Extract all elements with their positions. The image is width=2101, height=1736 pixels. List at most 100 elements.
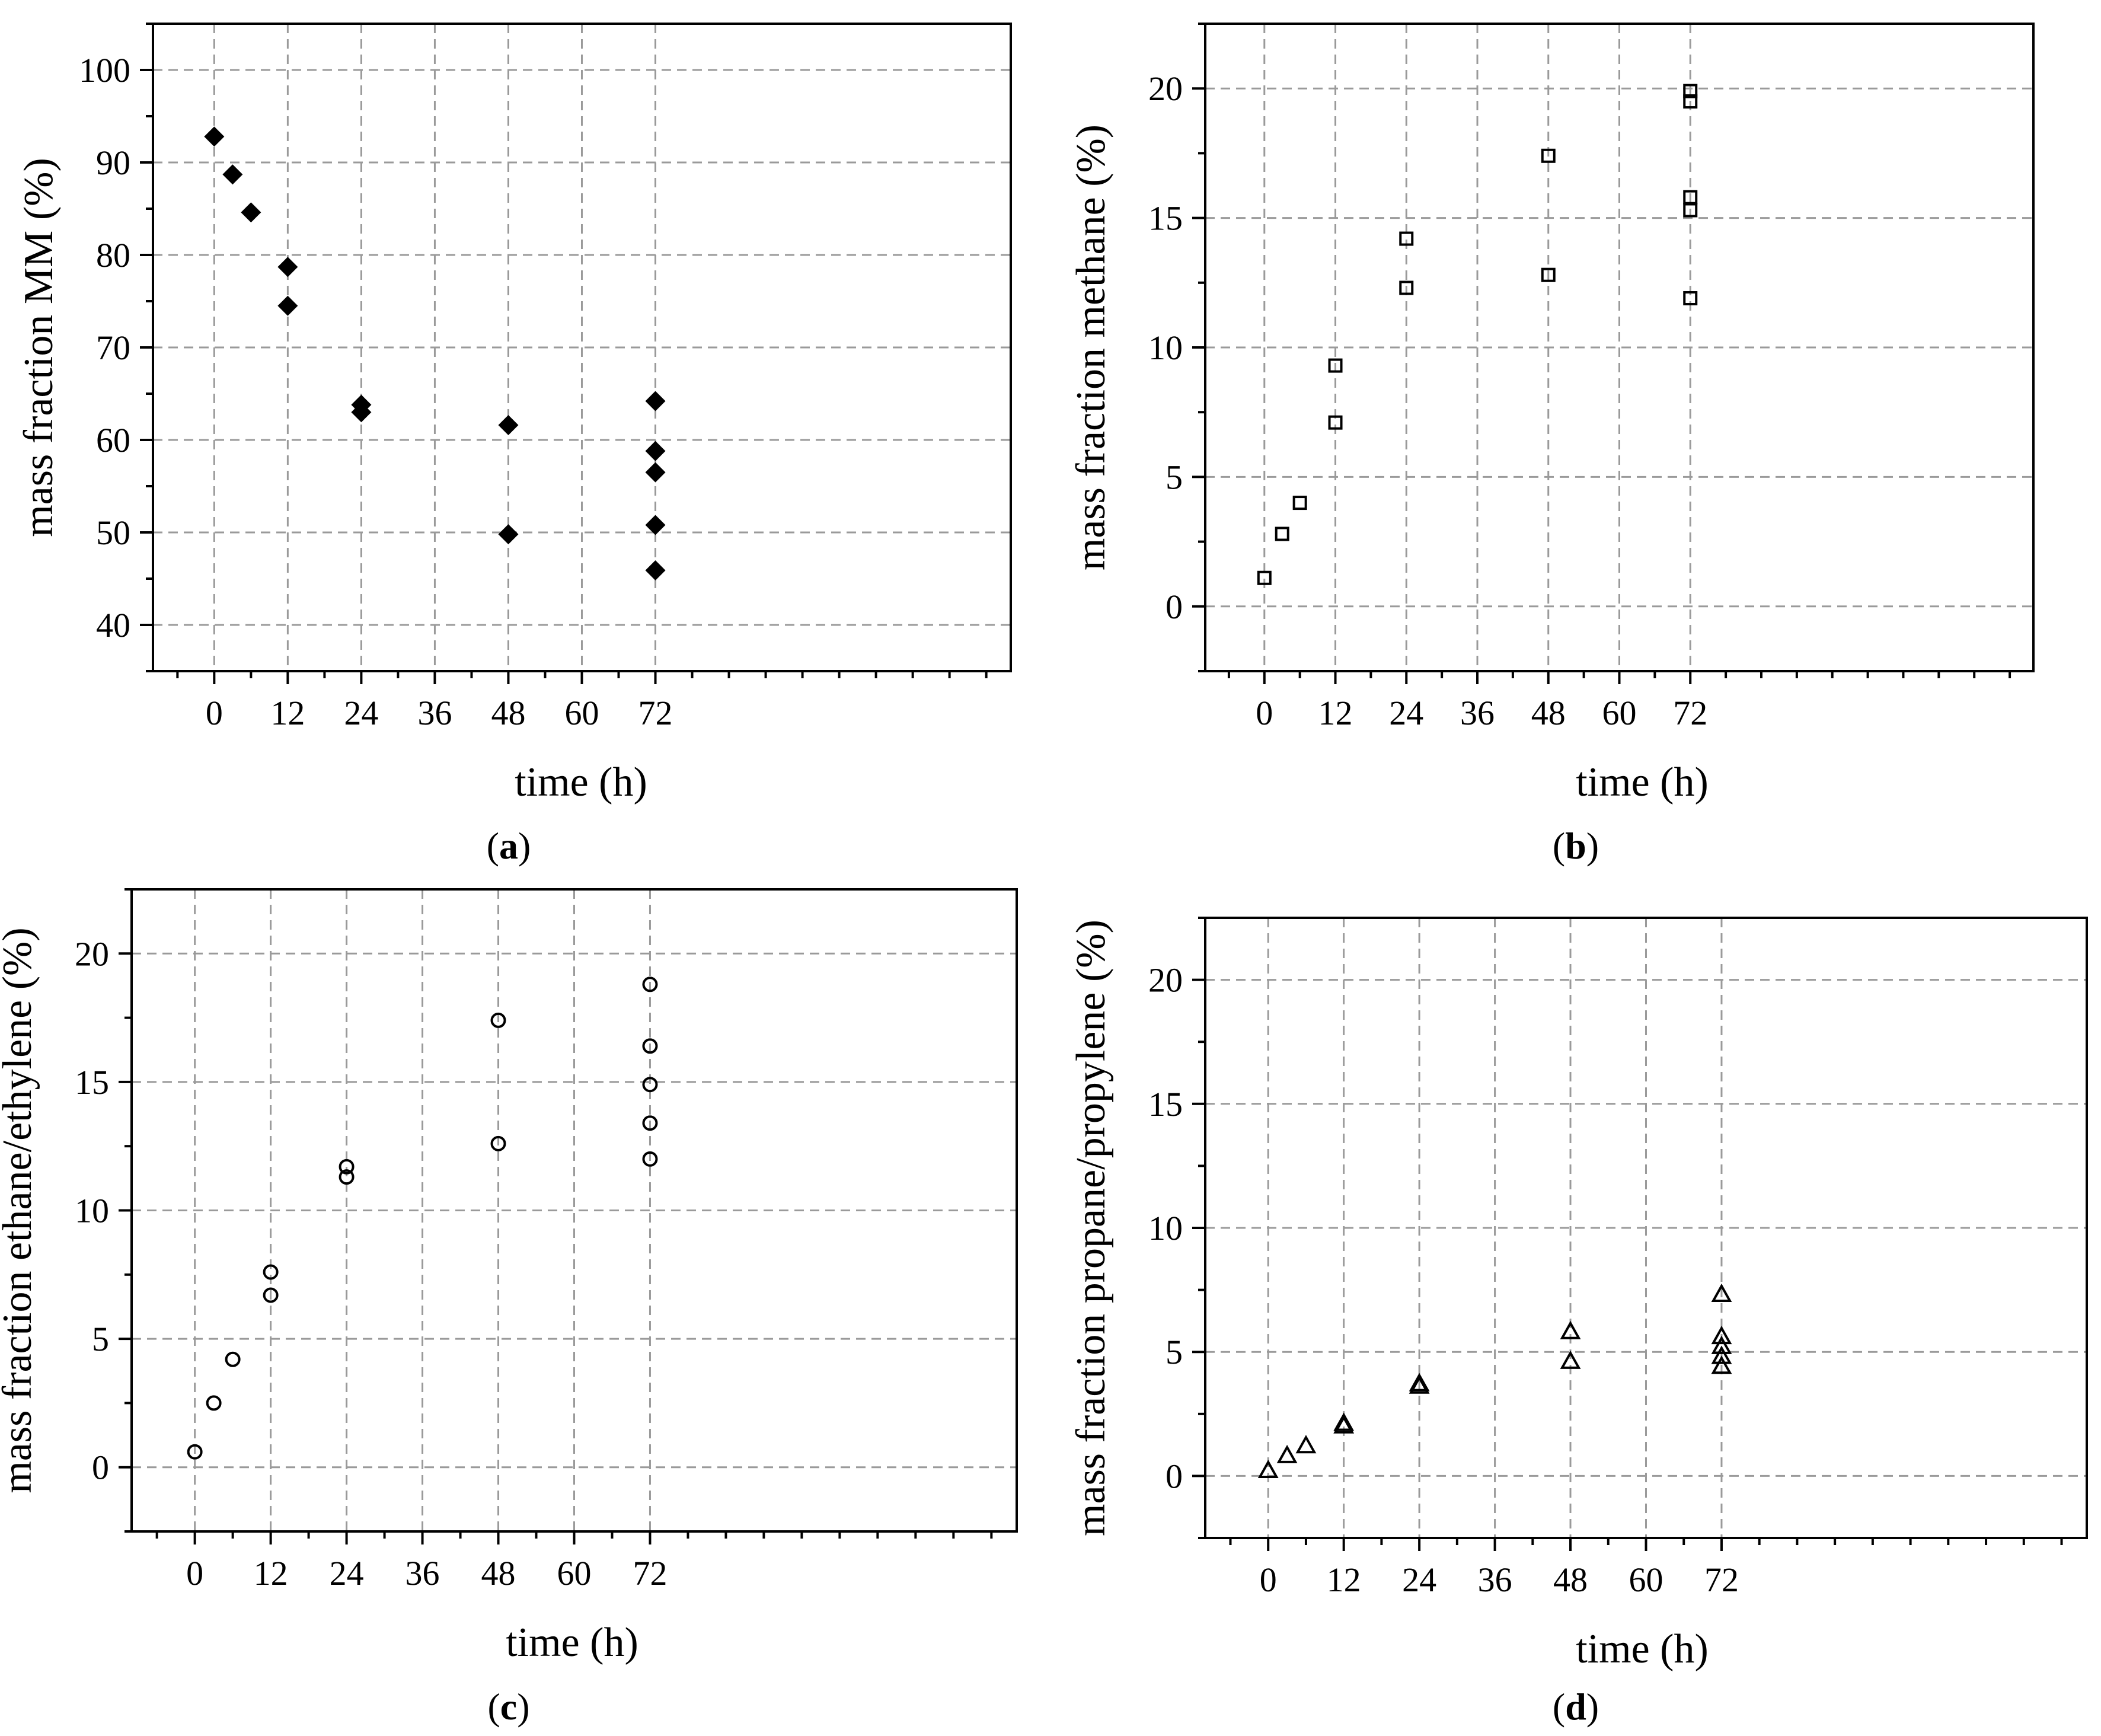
data-point — [1711, 1326, 1732, 1345]
data-point — [204, 126, 225, 147]
panel-caption: (d) — [1553, 1686, 1599, 1728]
x-tick-label: 36 — [417, 694, 452, 732]
panel-caption: (a) — [487, 825, 531, 867]
data-point — [1399, 231, 1414, 246]
x-tick-label: 48 — [481, 1554, 516, 1593]
panel-d: 0 12 24 36 48 60 72 0 5 10 15 20 time (h) mass fracti… — [1068, 917, 2088, 1728]
data-point — [642, 1115, 658, 1131]
data-point — [1292, 496, 1307, 510]
x-tick-label: 24 — [1389, 694, 1423, 732]
data-point — [1328, 415, 1343, 430]
data-point — [498, 415, 519, 436]
y-tick-label: 10 — [1148, 1209, 1183, 1247]
y-tick-label: 15 — [1148, 199, 1183, 238]
y-tick-label: 60 — [96, 421, 130, 459]
x-axis-label: time (h) — [506, 1620, 638, 1665]
data-point — [241, 202, 261, 223]
data-point — [263, 1264, 279, 1280]
data-point — [1409, 1375, 1430, 1394]
y-tick-label: 5 — [92, 1320, 109, 1358]
y-axis-label: mass fraction methane (%) — [1068, 125, 1114, 570]
x-tick-label: 0 — [1260, 1561, 1277, 1599]
y-tick-label: 0 — [1166, 588, 1183, 626]
data-point — [1541, 267, 1556, 282]
panel-caption: (c) — [487, 1686, 529, 1728]
data-point — [1257, 570, 1272, 585]
y-tick-label: 20 — [1148, 69, 1183, 108]
data-point — [645, 441, 666, 461]
x-tick-label: 60 — [1629, 1561, 1663, 1599]
data-point — [645, 560, 666, 580]
y-tick-label: 10 — [75, 1192, 109, 1230]
data-point — [1711, 1283, 1732, 1302]
data-point — [490, 1135, 506, 1151]
x-tick-label: 0 — [186, 1554, 203, 1593]
x-tick-label: 12 — [1327, 1561, 1361, 1599]
data-point — [490, 1012, 506, 1028]
data-point — [1683, 84, 1698, 98]
data-point — [1409, 1373, 1430, 1392]
data-point — [225, 1351, 241, 1367]
panel-c: 0 12 24 36 48 60 72 0 5 10 15 20 time (h) mass fracti… — [0, 888, 1018, 1728]
data-point — [1683, 94, 1698, 109]
x-tick-label: 48 — [1531, 694, 1566, 732]
data-point — [222, 164, 243, 185]
x-tick-label: 12 — [270, 694, 305, 732]
x-tick-label: 48 — [491, 694, 525, 732]
data-point — [498, 524, 519, 545]
data-point — [642, 1151, 658, 1167]
data-point — [277, 295, 298, 316]
x-tick-label: 12 — [254, 1554, 288, 1593]
y-tick-label: 40 — [96, 606, 130, 644]
y-tick-label: 20 — [1148, 961, 1183, 1000]
data-point — [339, 1169, 355, 1185]
y-tick-label: 90 — [96, 143, 130, 182]
x-tick-label: 0 — [1256, 694, 1273, 732]
y-tick-label: 0 — [1166, 1457, 1183, 1495]
data-point — [645, 515, 666, 535]
x-tick-label: 0 — [206, 694, 223, 732]
x-tick-label: 72 — [638, 694, 673, 732]
x-tick-label: 60 — [557, 1554, 592, 1593]
data-point — [1560, 1350, 1581, 1369]
data-point — [277, 257, 298, 277]
data-point — [1560, 1320, 1581, 1339]
y-tick-label: 5 — [1166, 1333, 1183, 1371]
data-point — [645, 462, 666, 483]
data-point — [1541, 148, 1556, 163]
x-tick-label: 24 — [344, 694, 378, 732]
x-tick-label: 36 — [405, 1554, 440, 1593]
y-tick-label: 50 — [96, 513, 130, 552]
data-point — [1399, 280, 1414, 295]
x-tick-label: 72 — [1673, 694, 1707, 732]
panel-a: 0 12 24 36 48 60 72 40 50 60 70 80 90 100 time (h) mass… — [16, 23, 1012, 867]
x-tick-label: 36 — [1478, 1561, 1512, 1599]
data-point — [1275, 526, 1289, 541]
y-tick-label: 100 — [79, 51, 130, 90]
x-axis-label: time (h) — [1576, 760, 1709, 805]
data-point — [1711, 1345, 1732, 1364]
y-tick-label: 80 — [96, 236, 130, 275]
data-point — [187, 1444, 203, 1460]
x-tick-label: 60 — [1602, 694, 1637, 732]
y-tick-label: 15 — [75, 1063, 109, 1102]
data-point — [642, 976, 658, 993]
data-point — [1295, 1435, 1317, 1454]
data-point — [1276, 1444, 1298, 1463]
panel-b: 0 12 24 36 48 60 72 0 5 10 15 20 time (h) mass fracti… — [1068, 23, 2035, 867]
data-point — [1328, 358, 1343, 373]
x-axis-label: time (h) — [515, 760, 647, 805]
x-tick-label: 24 — [1402, 1561, 1436, 1599]
data-point — [1711, 1335, 1732, 1354]
y-axis-label: mass fraction ethane/ethylene (%) — [0, 927, 40, 1493]
y-tick-label: 70 — [96, 328, 130, 367]
y-tick-label: 15 — [1148, 1085, 1183, 1124]
x-tick-label: 72 — [1704, 1561, 1739, 1599]
x-tick-label: 36 — [1460, 694, 1495, 732]
y-tick-label: 0 — [92, 1448, 109, 1487]
data-point — [339, 1159, 355, 1175]
data-point — [351, 402, 372, 423]
x-axis-label: time (h) — [1576, 1626, 1709, 1672]
x-tick-label: 12 — [1318, 694, 1353, 732]
